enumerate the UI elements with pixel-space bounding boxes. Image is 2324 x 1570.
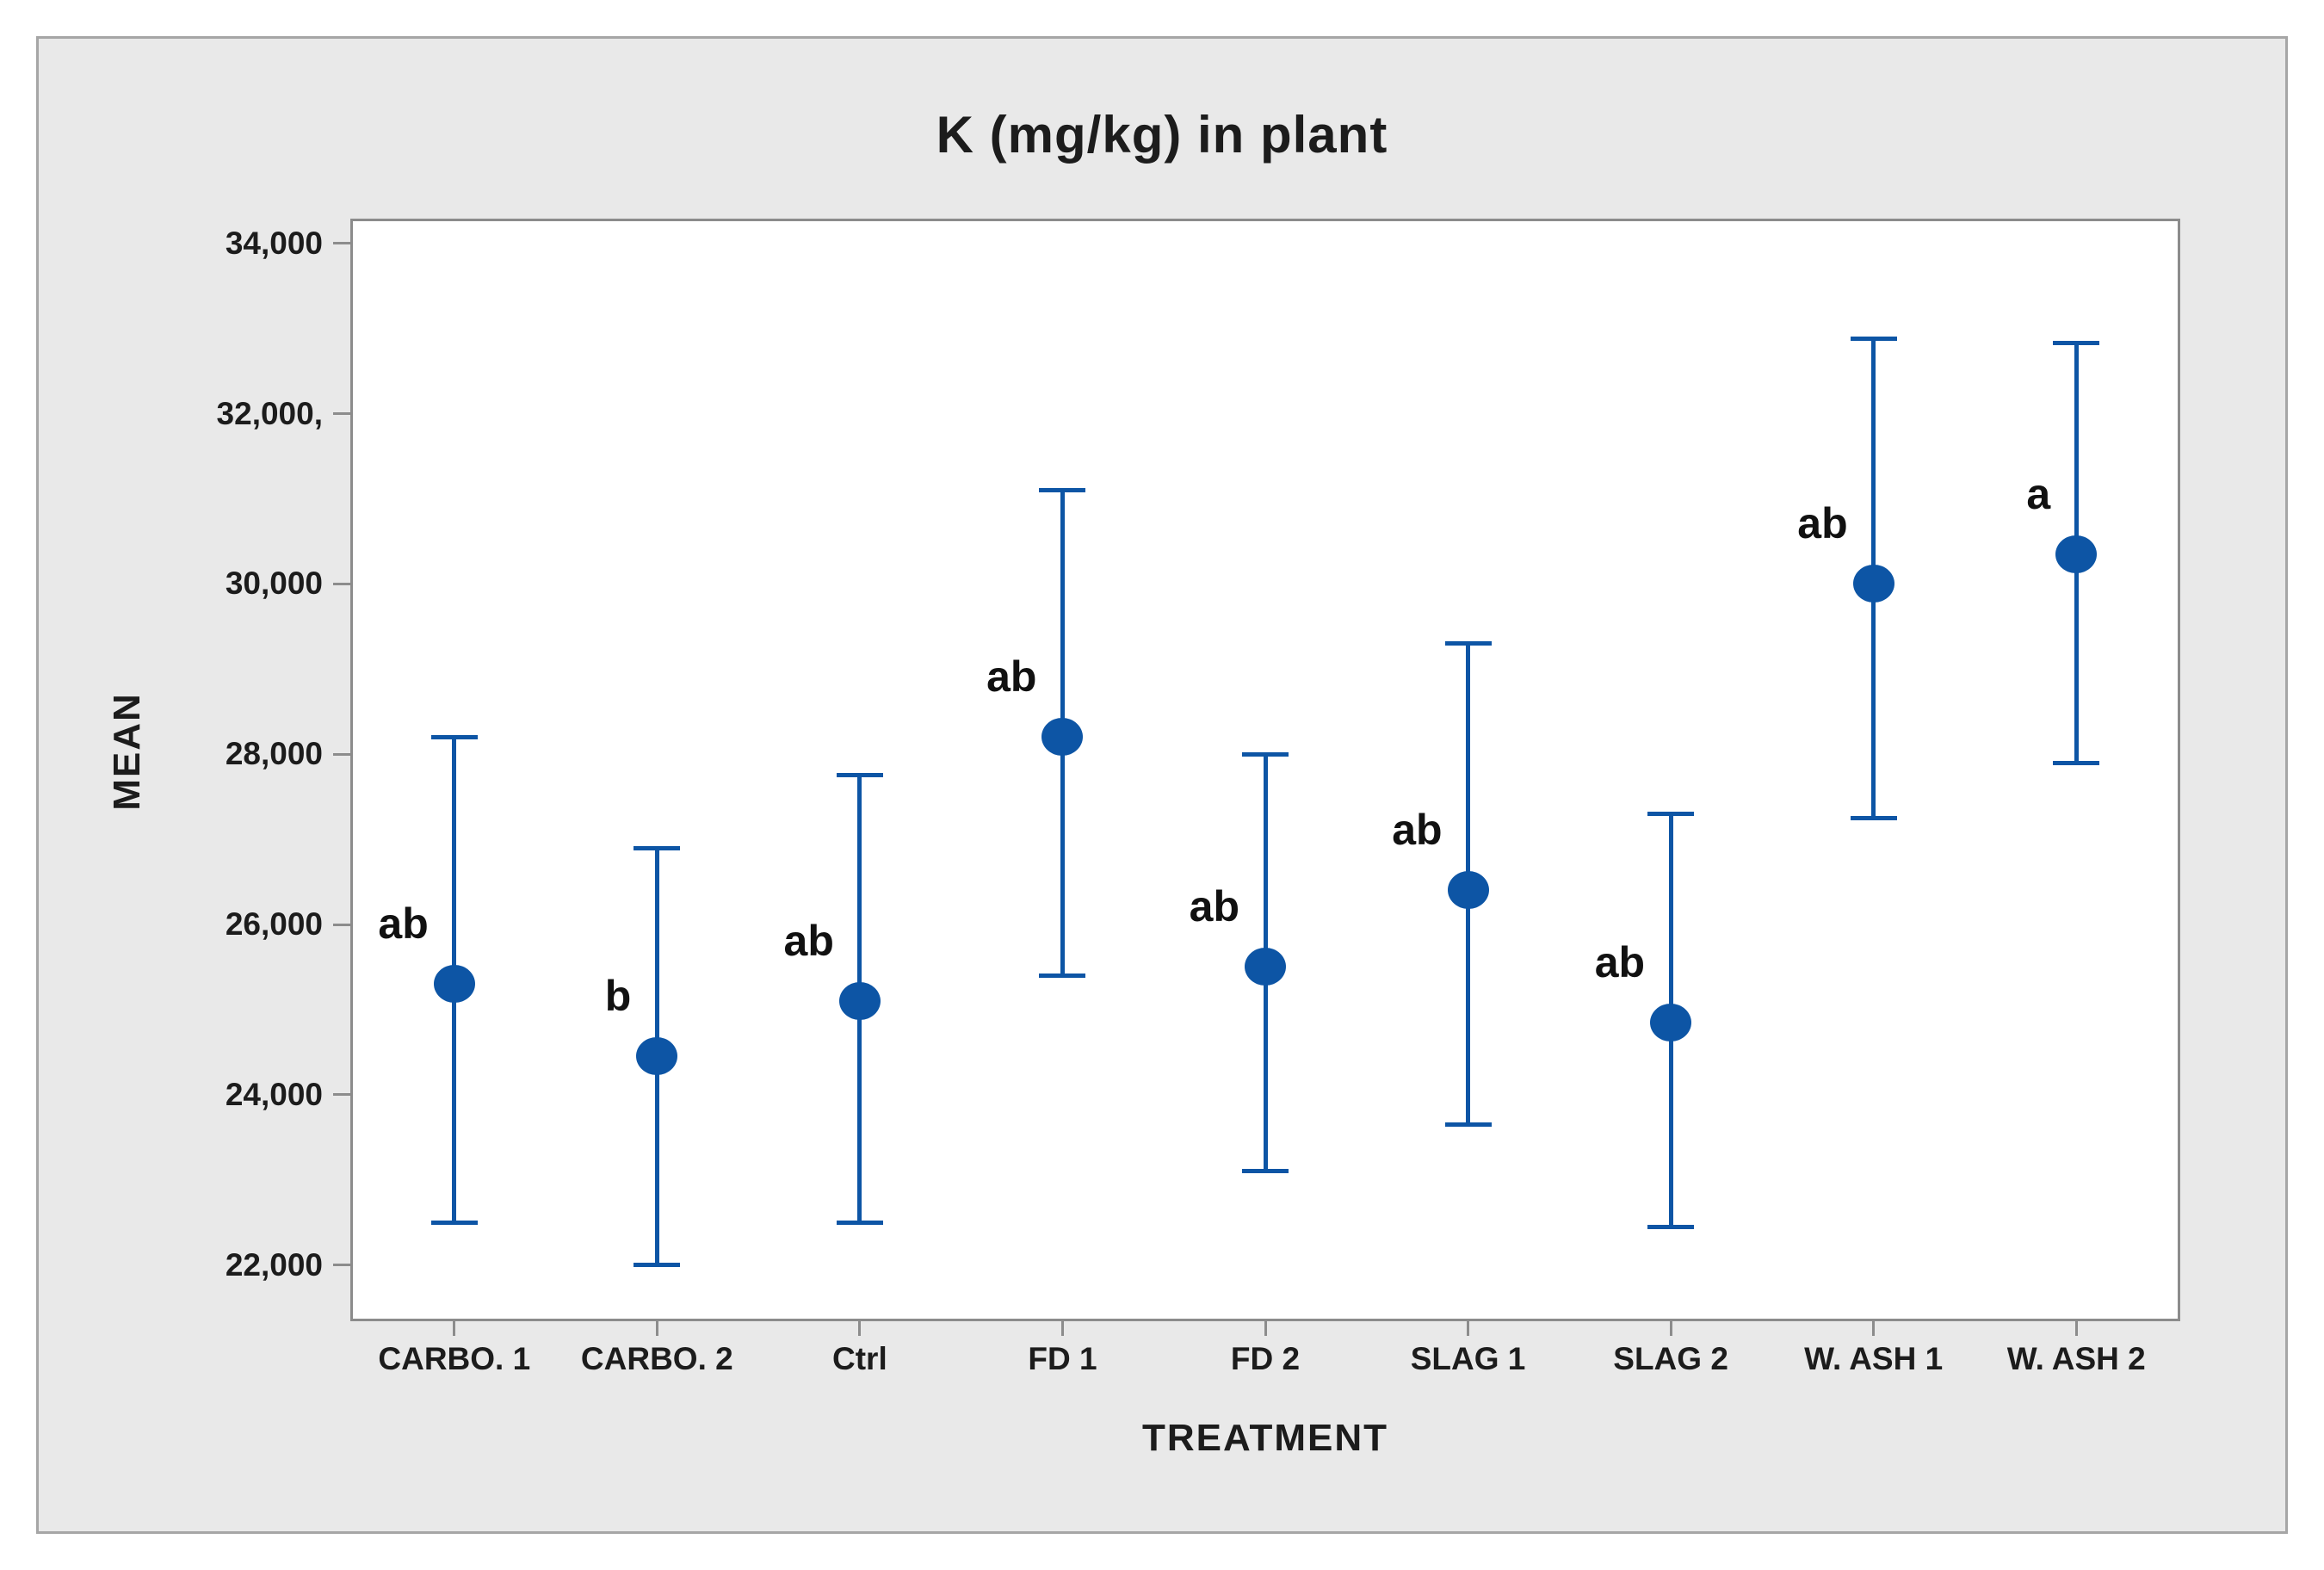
x-tick-label: SLAG 1 — [1410, 1341, 1526, 1376]
group-letter-label: ab — [1594, 937, 1646, 986]
plot-area: 34,000 32,000, 30,000 28,000 26,000 24,000 22,… — [217, 219, 2180, 1376]
x-tick-label: FD 1 — [1028, 1341, 1097, 1376]
x-tick-label: W. ASH 2 — [2006, 1341, 2146, 1376]
mean-marker — [1041, 718, 1084, 757]
mean-marker — [1447, 871, 1489, 910]
x-tick-mark — [2074, 1319, 2078, 1336]
y-tick-label: 26,000 — [225, 906, 323, 943]
error-bar-cap-bottom — [634, 1263, 681, 1268]
error-bar-cap-bottom — [1242, 1169, 1289, 1174]
mean-marker — [1245, 948, 1286, 986]
x-tick-mark — [1060, 1319, 1064, 1336]
mean-marker — [1852, 565, 1894, 603]
group-letter-label: ab — [783, 917, 834, 966]
x-tick-mark — [1872, 1319, 1876, 1336]
group-letter-label: ab — [986, 652, 1037, 702]
mean-marker — [433, 965, 475, 1004]
x-tick-mark — [1264, 1319, 1267, 1336]
y-tick-label: 32,000, — [216, 395, 323, 431]
y-tick-mark — [333, 1093, 350, 1097]
error-bar-cap-top — [430, 734, 478, 739]
y-axis-title: MEAN — [106, 692, 148, 811]
mean-marker — [838, 982, 881, 1021]
error-bar-cap-top — [1039, 488, 1086, 493]
x-tick-label: W. ASH 1 — [1804, 1341, 1944, 1376]
x-tick-mark — [1467, 1319, 1470, 1336]
x-tick-label: CARBO. 1 — [378, 1341, 531, 1376]
y-tick-mark — [333, 923, 350, 926]
mean-marker — [636, 1037, 678, 1076]
group-letter-label: ab — [378, 899, 429, 949]
group-letter-label: b — [604, 972, 632, 1021]
error-bar-cap-top — [1850, 337, 1897, 341]
x-tick-label: SLAG 2 — [1613, 1341, 1728, 1376]
error-bar-cap-bottom — [1444, 1122, 1492, 1127]
y-tick-label: 28,000 — [225, 736, 323, 772]
error-bar-cap-top — [2053, 340, 2100, 345]
mean-marker — [2055, 535, 2098, 573]
error-bar-cap-top — [634, 845, 681, 850]
y-tick-label: 34,000 — [225, 225, 323, 261]
y-tick-label: 24,000 — [225, 1076, 323, 1112]
y-tick-mark — [333, 412, 350, 416]
x-tick-label: FD 2 — [1230, 1341, 1301, 1376]
y-tick-mark — [333, 1264, 350, 1267]
x-tick-mark — [655, 1319, 658, 1336]
chart-title: K (mg/kg) in plant — [936, 106, 1388, 164]
y-tick-label: 30,000 — [225, 566, 323, 602]
y-tick-mark — [333, 752, 350, 756]
x-tick-mark — [1669, 1319, 1672, 1336]
error-bar-cap-top — [1444, 641, 1492, 646]
y-tick-label: 22,000 — [225, 1246, 323, 1283]
error-bar-cap-bottom — [430, 1220, 478, 1225]
group-letter-label: ab — [1797, 499, 1848, 548]
x-tick-label: CARBO. 2 — [580, 1341, 733, 1376]
error-bar-cap-bottom — [836, 1220, 883, 1225]
x-tick-mark — [453, 1319, 456, 1336]
error-bar-cap-bottom — [1647, 1224, 1695, 1229]
error-bar-cap-bottom — [2053, 760, 2100, 765]
group-letter-label: ab — [1392, 806, 1443, 855]
x-tick-mark — [858, 1319, 862, 1336]
error-bar-cap-top — [836, 773, 883, 778]
group-letter-label: ab — [1189, 882, 1239, 931]
error-bar-cap-top — [1647, 811, 1695, 816]
error-bar-cap-top — [1242, 751, 1289, 757]
error-bar-cap-bottom — [1039, 973, 1086, 978]
x-axis-title: TREATMENT — [1141, 1417, 1389, 1459]
mean-marker — [1650, 1003, 1692, 1042]
y-tick-mark — [333, 242, 350, 245]
group-letter-label: a — [2026, 469, 2051, 518]
y-tick-mark — [333, 582, 350, 585]
error-bar-cap-bottom — [1850, 815, 1897, 820]
x-tick-label: Ctrl — [832, 1341, 887, 1376]
